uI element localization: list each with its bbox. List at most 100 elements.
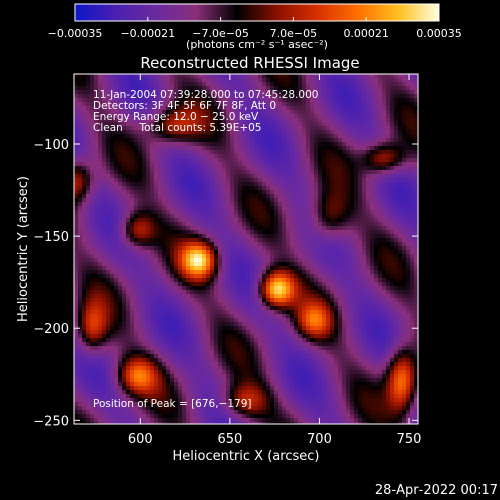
heatmap-cell [174,418,179,423]
heatmap-cell [110,74,115,79]
heatmap-cell [134,118,139,123]
heatmap-cell [250,162,255,167]
heatmap-cell [114,138,119,143]
heatmap-cell [138,302,143,307]
heatmap-cell [110,390,115,395]
heatmap-cell [150,338,155,343]
heatmap-cell [122,222,127,227]
heatmap-cell [222,106,227,111]
heatmap-cell [94,262,99,267]
heatmap-cell [142,274,147,279]
heatmap-cell [86,122,91,127]
heatmap-cell [198,338,203,343]
heatmap-cell [282,146,287,151]
heatmap-cell [270,74,275,79]
heatmap-cell [154,286,159,291]
heatmap-cell [190,262,195,267]
heatmap-cell [94,158,99,163]
heatmap-cell [138,278,143,283]
heatmap-cell [90,282,95,287]
heatmap-cell [178,338,183,343]
heatmap-cell [98,346,103,351]
heatmap-cell [294,282,299,287]
heatmap-cell [214,238,219,243]
heatmap-cell [198,354,203,359]
heatmap-cell [102,314,107,319]
heatmap-cell [234,158,239,163]
heatmap-cell [78,146,83,151]
heatmap-cell [82,150,87,155]
heatmap-cell [110,158,115,163]
heatmap-cell [130,110,135,115]
heatmap-cell [142,358,147,363]
heatmap-cell [146,370,151,375]
heatmap-cell [270,406,275,411]
heatmap-cell [230,114,235,119]
heatmap-cell [122,182,127,187]
heatmap-cell [278,90,283,95]
heatmap-cell [102,370,107,375]
heatmap-cell [98,334,103,339]
heatmap-cell [78,334,83,339]
heatmap-cell [234,166,239,171]
heatmap-cell [122,138,127,143]
heatmap-cell [142,398,147,403]
heatmap-cell [246,174,251,179]
heatmap-cell [178,226,183,231]
heatmap-cell [254,118,259,123]
heatmap-cell [82,86,87,91]
heatmap-cell [82,386,87,391]
heatmap-cell [238,254,243,259]
heatmap-cell [158,150,163,155]
heatmap-cell [142,318,147,323]
heatmap-cell [190,210,195,215]
heatmap-cell [150,330,155,335]
heatmap-cell [202,314,207,319]
heatmap-cell [130,214,135,219]
heatmap-cell [182,362,187,367]
heatmap-cell [278,414,283,419]
heatmap-cell [258,130,263,135]
heatmap-cell [122,90,127,95]
heatmap-cell [290,214,295,219]
heatmap-cell [134,250,139,255]
heatmap-cell [282,282,287,287]
heatmap-cell [258,266,263,271]
heatmap-cell [98,254,103,259]
heatmap-cell [94,322,99,327]
heatmap-cell [210,154,215,159]
heatmap-cell [78,122,83,127]
heatmap-cell [282,246,287,251]
heatmap-cell [114,190,119,195]
heatmap-cell [178,126,183,131]
heatmap-cell [102,162,107,167]
heatmap-cell [146,298,151,303]
heatmap-cell [286,166,291,171]
heatmap-cell [190,78,195,83]
heatmap-cell [174,238,179,243]
heatmap-cell [294,86,299,91]
heatmap-cell [170,170,175,175]
heatmap-cell [130,82,135,87]
heatmap-cell [130,282,135,287]
heatmap-cell [298,170,303,175]
heatmap-cell [250,294,255,299]
heatmap-cell [98,378,103,383]
heatmap-cell [134,94,139,99]
heatmap-cell [162,130,167,135]
heatmap-cell [126,290,131,295]
heatmap-cell [146,318,151,323]
heatmap-cell [138,242,143,247]
heatmap-cell [298,194,303,199]
heatmap-cell [122,226,127,231]
heatmap-cell [242,402,247,407]
heatmap-cell [138,114,143,119]
heatmap-cell [138,218,143,223]
heatmap-cell [118,318,123,323]
heatmap-cell [138,182,143,187]
heatmap-cell [218,194,223,199]
heatmap-cell [198,174,203,179]
heatmap-cell [142,362,147,367]
heatmap-cell [162,90,167,95]
heatmap-cell [262,238,267,243]
